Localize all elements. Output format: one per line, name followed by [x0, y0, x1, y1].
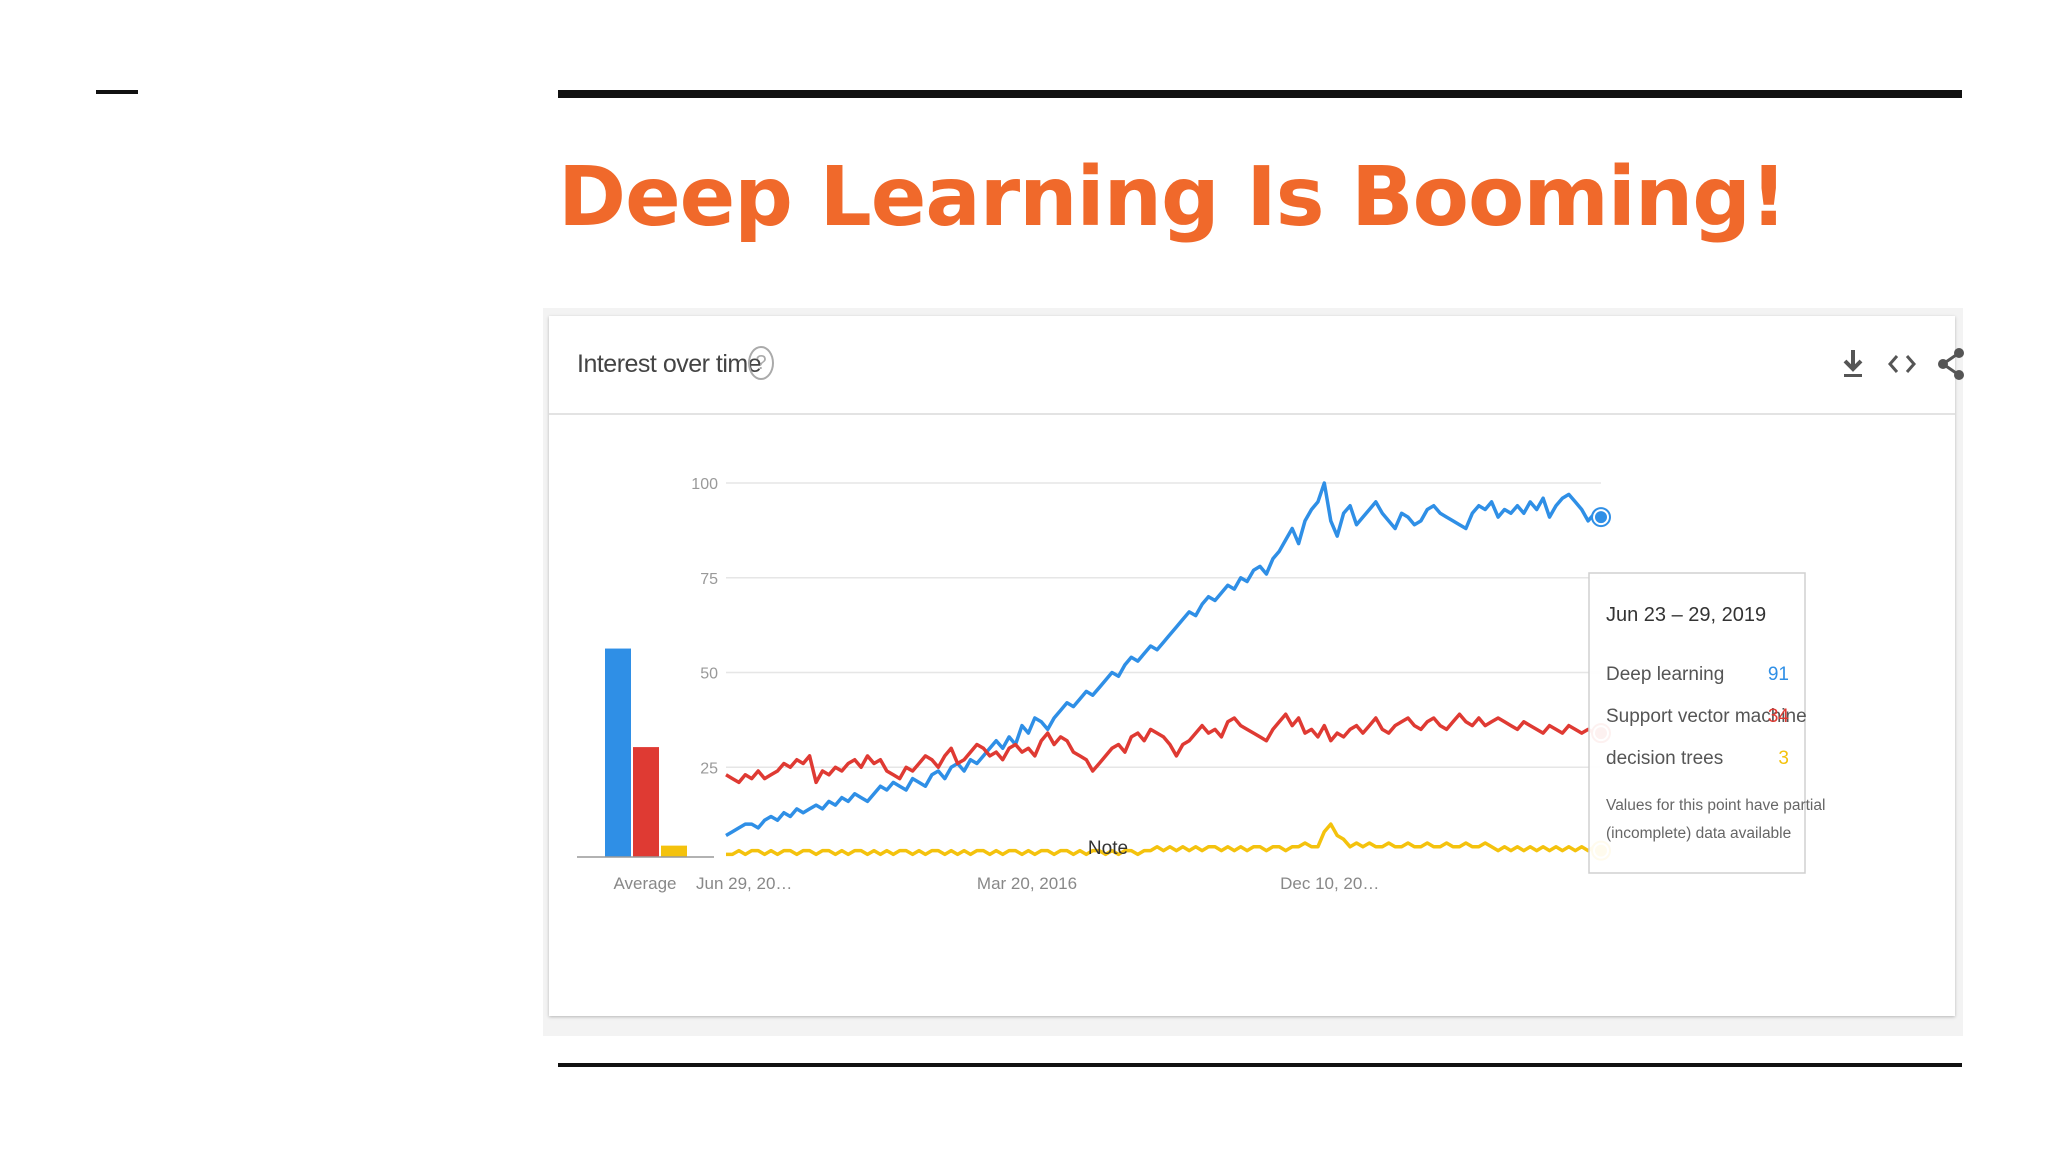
card-header: Interest over time ?	[549, 316, 1964, 415]
interest-chart: Average 25 50 75 100 Jun 29, 20… Mar 20, 201…	[577, 476, 1825, 893]
help-icon[interactable]: ?	[748, 346, 774, 380]
average-label: Average	[613, 874, 676, 893]
tooltip-row-svm-value: 34	[1768, 706, 1790, 727]
tooltip-row-decision-trees-label: decision trees	[1606, 748, 1723, 769]
x-tick-label-2: Dec 10, 20…	[1280, 874, 1379, 893]
top-rule	[558, 90, 1962, 98]
end-point-ring-deep-learning	[1591, 507, 1611, 528]
tooltip-box	[1588, 572, 1806, 874]
slide-corner-dash	[96, 90, 138, 94]
x-tick-label-1: Mar 20, 2016	[977, 874, 1077, 893]
embed-code-icon[interactable]	[1882, 342, 1922, 386]
tooltip-row-deep-learning-label: Deep learning	[1606, 664, 1724, 685]
tooltip-row-svm-label: Support vector machine	[1606, 706, 1807, 727]
y-tick-label-100: 100	[691, 476, 718, 493]
tooltip-row-deep-learning-value: 91	[1768, 664, 1789, 685]
x-tick-label-0: Jun 29, 20…	[696, 874, 792, 893]
tooltip: Jun 23 – 29, 2019 Deep learning 91 Suppo…	[1588, 572, 1825, 874]
average-bar-svm	[633, 747, 659, 857]
tooltip-note-line-2: (incomplete) data available	[1606, 825, 1791, 842]
interest-over-time-card: Interest over time ? Average 25 50 75 100 J…	[549, 316, 1964, 1016]
x-tick-labels: Jun 29, 20… Mar 20, 2016 Dec 10, 20…	[696, 874, 1379, 893]
tooltip-row-decision-trees-value: 3	[1778, 748, 1789, 769]
series-lines	[725, 481, 1611, 861]
share-icon[interactable]	[1931, 342, 1971, 386]
y-tick-label-25: 25	[700, 760, 718, 777]
average-bar-decision-trees	[661, 845, 687, 857]
tooltip-note-line-1: Values for this point have partial	[1606, 797, 1825, 814]
series-line-svm	[725, 712, 1601, 785]
average-bars	[605, 648, 687, 857]
tooltip-date: Jun 23 – 29, 2019	[1606, 604, 1766, 626]
chart-grid: 25 50 75 100	[691, 476, 1601, 777]
download-icon[interactable]	[1833, 342, 1873, 386]
average-bar-deep-learning	[605, 648, 631, 857]
bottom-rule	[558, 1063, 1962, 1067]
end-point-deep-learning[interactable]	[1593, 509, 1609, 526]
card-title: Interest over time	[577, 350, 762, 378]
series-line-deep-learning	[725, 481, 1602, 838]
slide-title: Deep Learning Is Booming!	[558, 150, 1787, 245]
y-tick-label-75: 75	[700, 571, 718, 588]
y-tick-label-50: 50	[700, 666, 718, 683]
trends-card-frame: Interest over time ? Average 25 50 75 100 J…	[543, 308, 1964, 1036]
series-line-decision-trees	[726, 822, 1602, 857]
note-marker[interactable]: Note	[1088, 838, 1128, 859]
